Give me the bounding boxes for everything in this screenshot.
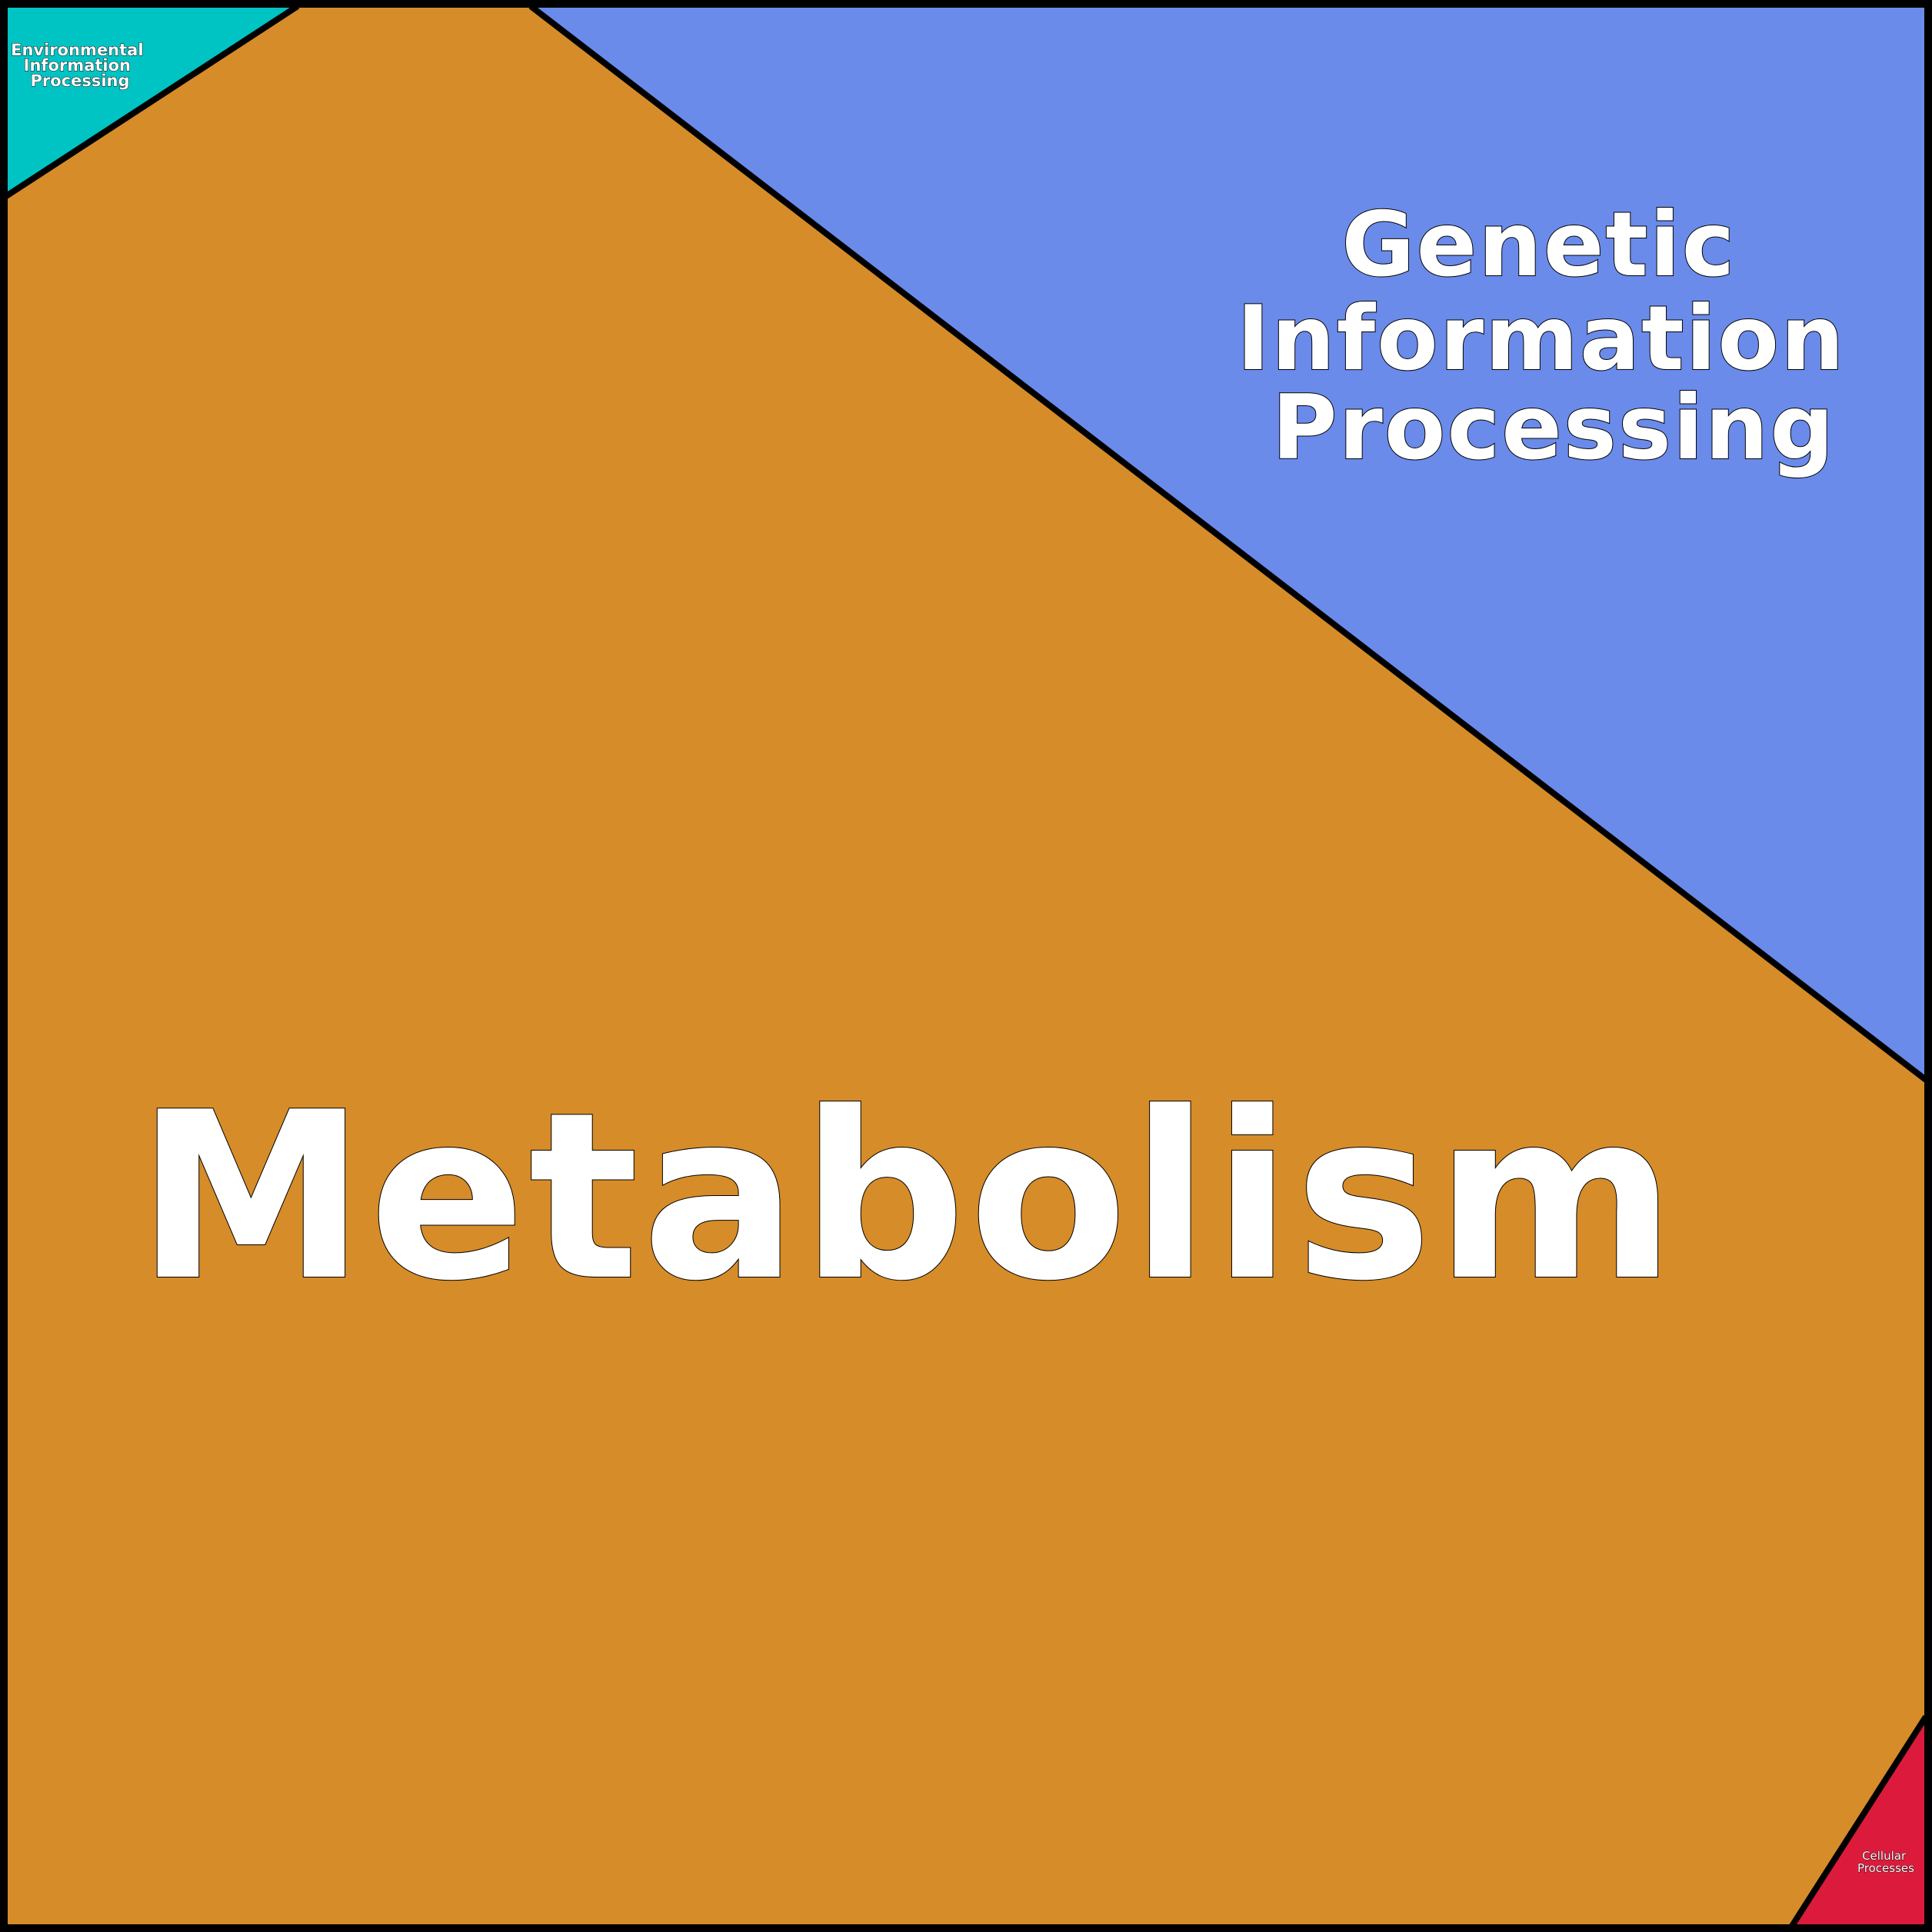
genetic-label-line-3: Processing bbox=[1272, 376, 1836, 480]
genetic-information-processing-label: Genetic Information Processing bbox=[1237, 193, 1878, 480]
genetic-label-line-1: Genetic bbox=[1341, 193, 1736, 297]
cellular-border-line bbox=[1789, 1714, 1929, 1928]
environmental-border-line bbox=[4, 3, 300, 199]
environmental-label-line-2: Information bbox=[24, 56, 131, 75]
cellular-label-line-1: Cellular bbox=[1862, 1849, 1907, 1863]
metabolism-label: Metabolism bbox=[136, 1063, 1679, 1331]
metabolism-label-line-1: Metabolism bbox=[136, 1063, 1679, 1331]
environmental-information-processing-label: Environmental Information Processing bbox=[11, 41, 149, 90]
environmental-label-line-3: Processing bbox=[30, 72, 129, 90]
region-borders bbox=[4, 3, 1929, 1928]
cellular-label-line-2: Processes bbox=[1857, 1861, 1914, 1875]
cellular-processes-label: Cellular Processes bbox=[1857, 1849, 1914, 1875]
genetic-label-line-2: Information bbox=[1237, 287, 1846, 391]
environmental-label-line-1: Environmental bbox=[11, 41, 143, 59]
genetic-border-line bbox=[528, 3, 1928, 1083]
